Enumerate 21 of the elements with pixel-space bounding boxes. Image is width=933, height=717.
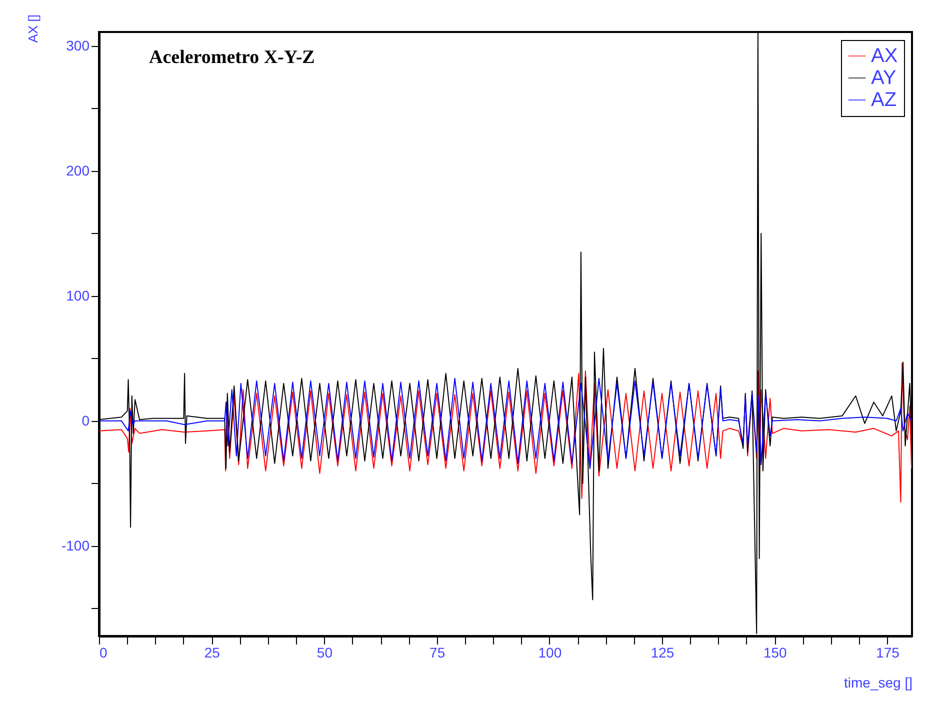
x-tick-label: 0 (100, 644, 108, 660)
y-tick-label: -100 (61, 537, 90, 554)
y-tick-label: 0 (82, 412, 90, 428)
x-tick-label: 125 (650, 644, 674, 660)
legend-label: AZ (871, 89, 897, 111)
x-tick-label: 150 (763, 644, 788, 660)
x-tick-label: 75 (430, 644, 446, 660)
y-tick-label: 300 (66, 37, 90, 54)
x-tick-label: 175 (876, 644, 900, 660)
line-series (99, 362, 912, 503)
x-tick-label: 50 (316, 644, 333, 660)
y-tick-label: 200 (66, 162, 90, 178)
x-tick-label: 25 (204, 644, 220, 660)
x-tick-label: 100 (538, 644, 562, 660)
text: Acelerometro X-Y-Z (149, 47, 315, 68)
x-axis-title: time_seg [] (844, 674, 912, 690)
legend-label: AX (871, 45, 898, 67)
legend-label: AY (871, 67, 896, 89)
y-tick-label: 100 (66, 287, 90, 304)
y-axis-title: AX [] (26, 14, 40, 43)
line-series (99, 378, 912, 469)
